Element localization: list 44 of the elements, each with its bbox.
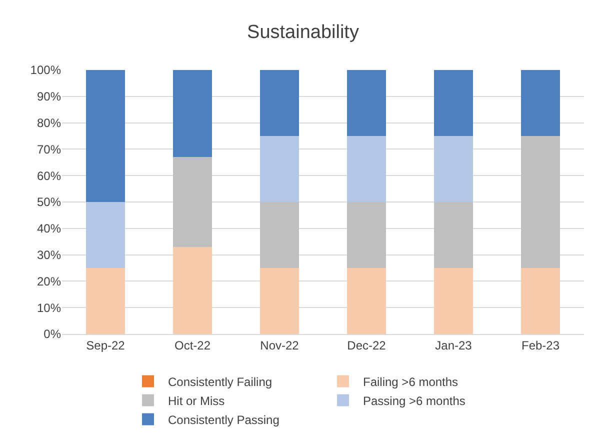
y-tick-label: 80%	[36, 116, 62, 130]
x-tick-label: Sep-22	[86, 338, 126, 352]
y-tick-label: 70%	[36, 142, 62, 156]
x-tick-label: Feb-23	[521, 338, 560, 352]
legend-label: Passing >6 months	[363, 394, 466, 408]
legend-label: Consistently Failing	[168, 374, 272, 389]
bar	[434, 202, 474, 268]
bar	[520, 70, 560, 136]
x-tick-label: Jan-23	[435, 338, 472, 352]
bar	[434, 136, 474, 202]
legend-label: Failing >6 months	[363, 374, 458, 389]
bar	[172, 70, 212, 158]
y-tick-label: 50%	[36, 195, 62, 210]
bar	[86, 70, 126, 202]
y-tick-label: 30%	[36, 248, 62, 262]
bar	[434, 70, 474, 136]
x-tick-label: Oct-22	[174, 338, 211, 352]
bar	[86, 268, 126, 334]
legend-label: Consistently Passing	[168, 412, 280, 427]
x-tick-label: Dec-22	[347, 338, 386, 352]
y-tick-label: 90%	[36, 90, 62, 104]
bar	[260, 70, 300, 136]
legend-label: Hit or Miss	[168, 394, 225, 408]
x-tick-label: Nov-22	[260, 338, 300, 352]
chart-title: Sustainability	[247, 22, 360, 43]
y-tick-label: 60%	[36, 168, 62, 183]
bar	[260, 202, 300, 268]
bar	[520, 268, 560, 334]
bar	[260, 268, 300, 334]
bar	[346, 202, 386, 268]
bar	[172, 246, 212, 334]
y-tick-label: 100%	[30, 63, 62, 78]
bar	[260, 136, 300, 202]
bar	[86, 202, 126, 268]
y-tick-label: 40%	[36, 222, 62, 236]
y-tick-label: 10%	[36, 300, 62, 315]
bar	[172, 157, 212, 247]
y-tick-label: 0%	[44, 327, 62, 342]
bar	[346, 136, 386, 202]
y-tick-label: 20%	[36, 274, 62, 288]
bar	[346, 268, 386, 334]
bar	[520, 136, 560, 268]
bar	[434, 268, 474, 334]
bar	[346, 70, 386, 136]
